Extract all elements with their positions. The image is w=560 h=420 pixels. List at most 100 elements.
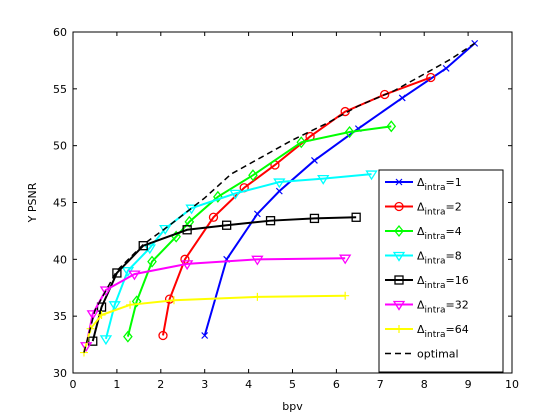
data-point	[265, 216, 276, 226]
series-5	[88, 212, 361, 346]
data-point	[86, 310, 99, 321]
data-point	[253, 292, 262, 301]
data-point	[380, 89, 390, 100]
y-tick-label: 45	[53, 197, 67, 210]
data-point	[213, 190, 223, 203]
legend-label: Δintra=2	[417, 201, 462, 218]
series-8	[83, 42, 476, 353]
series-line	[85, 257, 346, 346]
data-point	[108, 301, 121, 312]
data-point	[128, 270, 141, 281]
x-tick-label: 5	[289, 378, 296, 391]
data-point	[339, 254, 352, 265]
data-point	[126, 300, 135, 309]
y-tick-label: 40	[53, 253, 67, 266]
x-tick-label: 10	[505, 378, 519, 391]
x-tick-label: 9	[465, 378, 472, 391]
data-point	[158, 330, 168, 341]
data-point	[317, 174, 330, 185]
legend-entry-3: Δintra=4	[385, 224, 462, 242]
data-point	[442, 64, 450, 72]
legend-label: Δintra=64	[417, 323, 469, 340]
y-axis: 30 35 40 45 50 55 60	[53, 26, 512, 380]
x-axis-label: bpv	[282, 400, 303, 413]
data-point	[201, 332, 209, 339]
legend-entry-1: Δintra=1	[385, 176, 462, 193]
y-tick-label: 60	[53, 26, 67, 39]
x-tick-label: 3	[201, 378, 208, 391]
data-point	[123, 330, 133, 343]
data-point	[208, 212, 219, 222]
y-tick-label: 55	[53, 83, 67, 96]
series-4	[99, 170, 378, 346]
data-point	[180, 260, 194, 271]
y-tick-label: 50	[53, 140, 67, 153]
series-line	[126, 125, 392, 337]
data-point	[99, 286, 113, 297]
data-point	[426, 72, 436, 83]
y-axis-label: Y PSNR	[26, 182, 39, 223]
legend-box	[378, 169, 504, 373]
data-point	[344, 125, 355, 139]
y-tick-label: 35	[53, 310, 67, 323]
x-tick-label: 8	[421, 378, 428, 391]
data-point	[99, 335, 113, 346]
legend-marker	[395, 178, 403, 186]
legend-label: Δintra=32	[417, 299, 469, 316]
x-tick-label: 6	[333, 378, 340, 391]
data-point	[273, 178, 286, 189]
data-point	[229, 189, 242, 200]
legend-marker	[392, 251, 406, 262]
data-point	[275, 187, 283, 195]
data-point	[253, 210, 261, 218]
data-point	[138, 241, 148, 251]
series-1	[201, 39, 479, 339]
data-point	[221, 220, 232, 230]
data-point	[311, 157, 318, 164]
legend-entry-6: Δintra=32	[385, 299, 469, 316]
series-line	[91, 216, 357, 342]
x-axis: 0 1 2 3 4 5 6 7 8 9 10	[70, 32, 519, 391]
legend-entry-7: Δintra=64	[385, 323, 469, 340]
series-layer	[79, 39, 479, 357]
data-point	[97, 311, 106, 320]
legend-label: Δintra=1	[417, 176, 462, 193]
x-tick-label: 4	[245, 378, 252, 391]
data-point	[112, 268, 122, 278]
legend-marker	[394, 201, 404, 212]
legend-label: Δintra=8	[417, 250, 462, 267]
data-point	[248, 169, 258, 182]
legend-marker	[394, 275, 404, 285]
data-point	[309, 213, 320, 224]
y-tick-label: 30	[53, 367, 67, 380]
data-point	[147, 255, 157, 268]
data-point	[251, 255, 264, 266]
x-tick-label: 2	[157, 378, 164, 391]
legend-entry-8: optimal	[385, 348, 459, 361]
legend-label: optimal	[417, 348, 459, 361]
x-tick-label: 1	[113, 378, 120, 391]
legend: Δintra=1 Δintra=2 Δintra=4 Δintra=8 Δintra=1…	[378, 169, 504, 373]
data-point	[398, 94, 406, 102]
legend-entry-4: Δintra=8	[385, 250, 462, 267]
data-point	[296, 136, 307, 149]
data-point	[88, 336, 98, 346]
legend-marker	[394, 224, 404, 238]
data-point	[169, 296, 178, 305]
series-line	[104, 173, 372, 340]
x-tick-label: 7	[377, 378, 384, 391]
legend-label: Δintra=4	[417, 225, 462, 242]
legend-marker	[395, 325, 403, 333]
data-point	[131, 295, 142, 308]
legend-marker	[392, 300, 406, 311]
data-point	[351, 212, 361, 222]
data-point	[184, 215, 195, 228]
legend-entry-5: Δintra=16	[385, 274, 469, 291]
legend-label: Δintra=16	[417, 274, 469, 291]
data-point	[386, 120, 397, 133]
data-point	[365, 170, 378, 181]
x-tick-label: 0	[70, 378, 77, 391]
data-point	[182, 225, 192, 235]
series-line	[83, 42, 476, 353]
